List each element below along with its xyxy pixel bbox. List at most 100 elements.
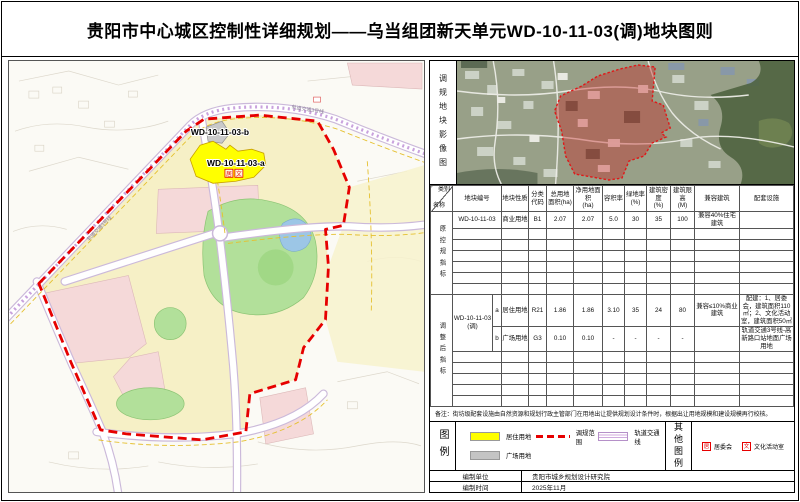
col-header: 地块性质 <box>501 185 529 212</box>
legend-items: 居住用地 调规范围 轨道交通线 广场用地 <box>456 422 666 470</box>
facilities-cell <box>739 211 794 229</box>
compatible-cell: 兼容≤10%商业建筑 <box>694 293 740 328</box>
height-limit-cell: - <box>670 326 695 352</box>
adjustment-area-overlay <box>553 64 672 181</box>
adjustment-boundary <box>37 113 351 442</box>
legend-label: 广场用地 <box>506 453 532 460</box>
plaza-swatch <box>470 451 500 460</box>
legend-label: 调规范围 <box>575 429 595 446</box>
class-code-cell: B1 <box>528 211 547 229</box>
empty-row <box>431 350 794 363</box>
empty-row <box>431 260 794 273</box>
empty-row <box>431 249 794 262</box>
height-limit-cell: 80 <box>670 293 695 328</box>
rail-station-marker <box>313 96 321 103</box>
rail-swatch <box>598 432 629 441</box>
indicator-table: 类别 名称 地块编号 地块性质 分类 代码 总用地 面积(ha) 净用地面积 (… <box>430 185 794 407</box>
boundary-swatch <box>535 434 570 439</box>
other-item-committee: 居 居委会 <box>701 441 732 451</box>
empty-row <box>431 227 794 240</box>
title-bar: 贵阳市中心城区控制性详细规划——乌当组团新天单元WD-10-11-03(调)地块… <box>2 2 798 57</box>
page-title: 贵阳市中心城区控制性详细规划——乌当组团新天单元WD-10-11-03(调)地块… <box>86 21 714 41</box>
residential-swatch <box>470 432 500 441</box>
planning-map-drawing: WD-10-11-03-b WD-10-11-03-a 居 文 轨道交通3号线 … <box>9 61 424 492</box>
empty-row <box>431 394 794 407</box>
far-cell: 5.0 <box>602 211 625 229</box>
net-area-cell: 2.07 <box>573 211 603 229</box>
net-area-cell: 1.86 <box>573 293 603 328</box>
footer-value: 2025年11月 <box>532 485 567 492</box>
class-code-cell: R21 <box>528 293 547 328</box>
compatible-cell: 兼容40%住宅建筑 <box>694 211 740 229</box>
legend-title: 图例 <box>430 422 456 470</box>
green-rate-cell: - <box>624 326 647 352</box>
adjusted-row-b: b 广场用地 G3 0.10 0.10 - - - - 轨道交通3号线-高新路口… <box>431 326 794 352</box>
total-area-cell: 2.07 <box>546 211 574 229</box>
other-item-culture: 文 文化活动室 <box>741 441 784 451</box>
density-cell: 35 <box>646 211 671 229</box>
committee-badge-icon: 居 <box>701 441 711 451</box>
table-header-row: 类别 名称 地块编号 地块性质 分类 代码 总用地 面积(ha) 净用地面积 (… <box>430 185 794 212</box>
sub-parcel-cell: a <box>492 293 502 328</box>
far-cell: - <box>602 326 625 352</box>
sub-parcel-cell: b <box>492 326 502 352</box>
parcel-code-cell: WD-10-11-03 <box>452 211 502 229</box>
net-area-cell: 0.10 <box>573 326 603 352</box>
legend-label: 居住用地 <box>506 434 532 441</box>
committee-badge-icon: 居 <box>226 171 232 178</box>
corner-header: 类别 名称 <box>430 185 453 212</box>
empty-row <box>431 372 794 385</box>
footer-value: 贵阳市城乡规划设计研究院 <box>532 474 610 481</box>
parcel-a-residential <box>189 140 267 184</box>
footer-row-date: 编制时间 2025年11月 <box>430 481 794 492</box>
total-area-cell: 1.86 <box>546 293 574 328</box>
empty-row <box>431 361 794 374</box>
parcel-code-cell: WD-10-11-03 (调) <box>452 293 493 352</box>
legend-section: 图例 居住用地 调规范围 轨道交通线 广场用地 <box>430 422 794 471</box>
culture-badge-icon: 文 <box>236 170 242 178</box>
culture-badge-icon: 文 <box>741 441 751 451</box>
land-use-cell: 居住用地 <box>501 293 529 328</box>
corner-top-label: 类别 <box>437 187 450 193</box>
green-rate-cell: 30 <box>624 211 647 229</box>
legend-item-rail: 轨道交通线 <box>598 428 661 446</box>
col-header: 地块编号 <box>452 185 502 212</box>
col-header: 绿地率 (%) <box>624 185 647 212</box>
satellite-image <box>457 61 794 184</box>
col-header: 分类 代码 <box>528 185 547 212</box>
facilities-cell: 轨道交通3号线-高新路口站地面广场用地 <box>739 326 794 352</box>
facilities-cell: 配建：1、居委会，建筑面积110㎡；2、文化活动室，建筑面积50㎡ <box>739 293 794 328</box>
other-legend-items: 居 居委会 文 文化活动室 <box>692 422 794 470</box>
compatible-cell <box>694 326 740 352</box>
legend-item-plaza: 广场用地 <box>470 451 536 460</box>
col-header: 配套设施 <box>739 185 794 212</box>
density-cell: - <box>646 326 671 352</box>
far-cell: 3.10 <box>602 293 625 328</box>
footer-label: 编制单位 <box>430 471 522 481</box>
col-header: 建筑密度 (%) <box>646 185 671 212</box>
photo-section: 调规地块影像图 <box>430 61 794 185</box>
parcel-b-label: WD-10-11-03-b <box>191 127 249 137</box>
col-header: 净用地面积 (ha) <box>573 185 603 212</box>
col-header: 总用地 面积(ha) <box>546 185 574 212</box>
total-area-cell: 0.10 <box>546 326 574 352</box>
empty-row <box>431 238 794 251</box>
land-use-cell: 商业用地 <box>501 211 529 229</box>
footer-block: 编制单位 贵阳市城乡规划设计研究院 编制时间 2025年11月 <box>430 471 794 492</box>
empty-row <box>431 383 794 396</box>
adjusted-row-a: 调整后指标 WD-10-11-03 (调) a 居住用地 R21 1.86 1.… <box>430 293 794 407</box>
satellite-photo <box>457 61 794 184</box>
height-limit-cell: 100 <box>670 211 695 229</box>
legend-label: 居委会 <box>713 444 732 451</box>
section-label-adjusted: 调整后指标 <box>430 293 453 407</box>
parcel-a-label: WD-10-11-03-a <box>207 158 265 168</box>
footer-row-unit: 编制单位 贵阳市城乡规划设计研究院 <box>430 471 794 481</box>
note: 备注：街坊级配套设施由自然资源和规划行政主管部门在用地出让提供规划设计条件时，根… <box>430 407 794 422</box>
corner-bottom-label: 名称 <box>433 202 446 209</box>
class-code-cell: G3 <box>528 326 547 352</box>
legend-item-boundary: 调规范围 <box>535 428 599 446</box>
legend-label: 轨道交通线 <box>634 429 660 446</box>
other-legend-title: 其他图例 <box>666 422 692 470</box>
section-label-original: 原控规指标 <box>430 211 453 295</box>
